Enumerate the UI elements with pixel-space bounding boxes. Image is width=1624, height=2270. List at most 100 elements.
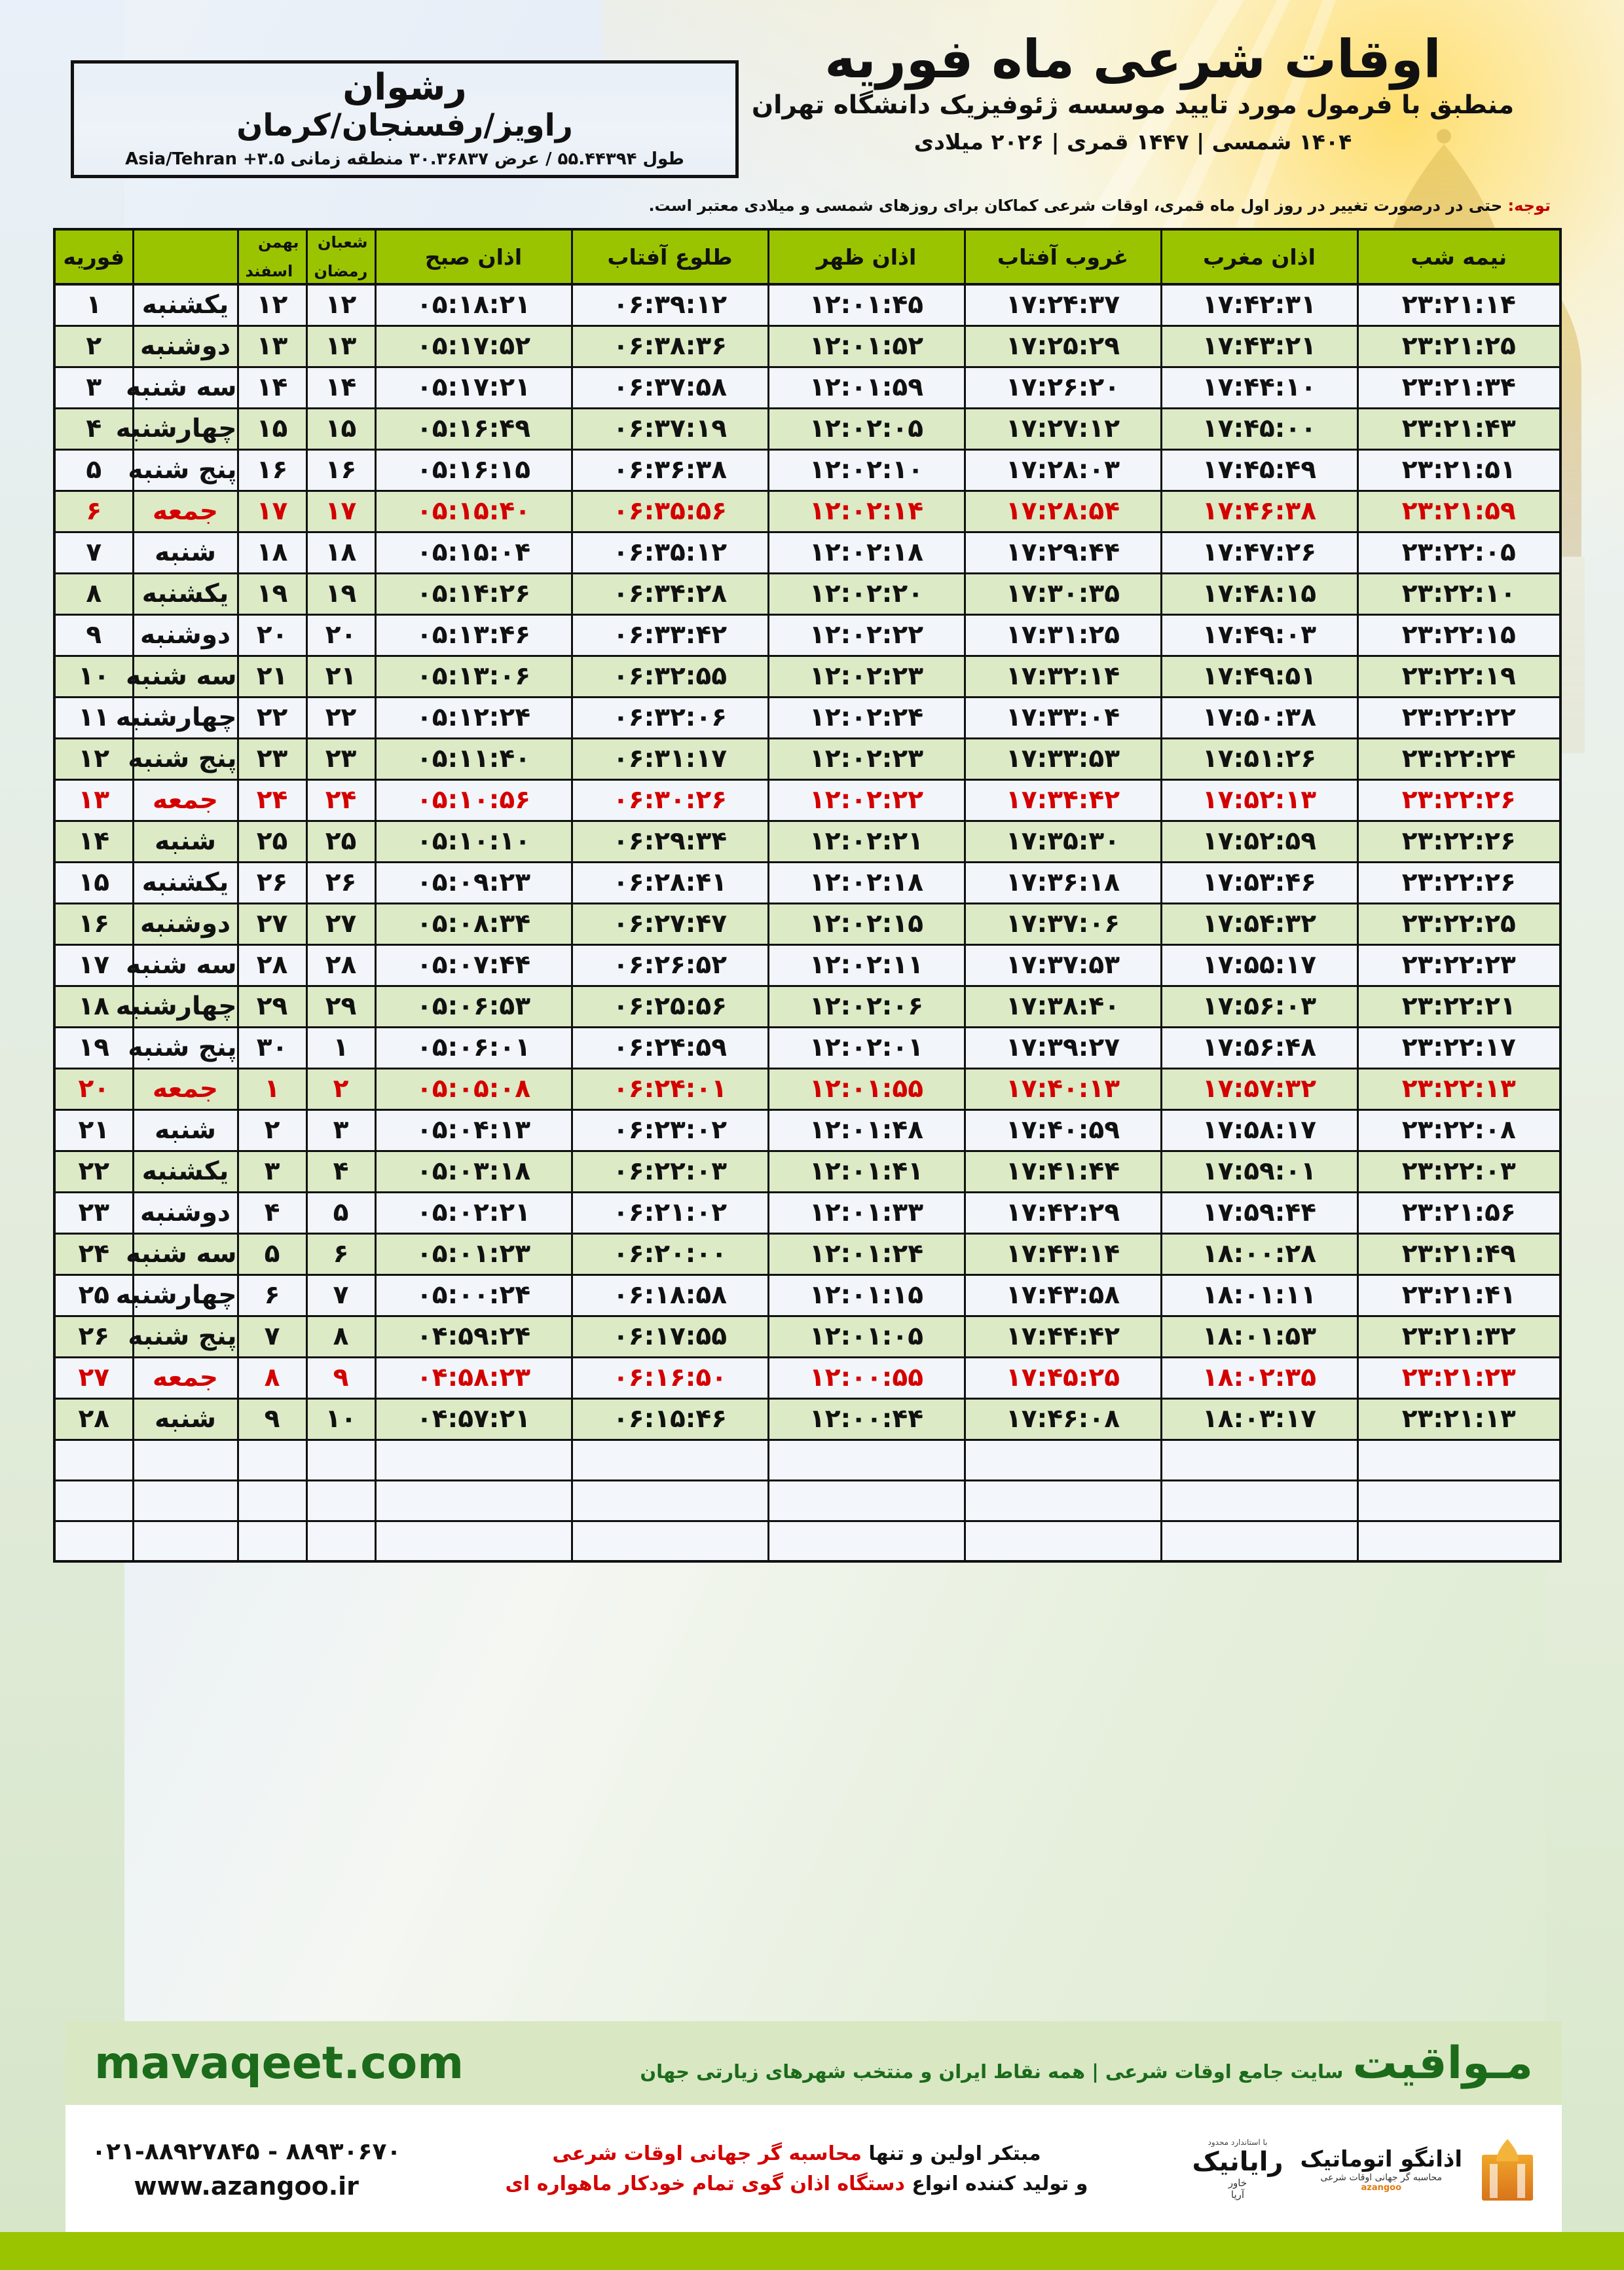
footer-website-link[interactable]: www.azangoo.ir [134,2171,359,2201]
table-row: ۲۳:۲۲:۲۶ ۱۷:۵۲:۱۳ ۱۷:۳۴:۴۲ ۱۲:۰۲:۲۲ ۰۶:۳۰:۲۶… [54,779,1560,822]
cell-dhuhr: ۱۲:۰۲:۱۸ [767,532,965,574]
cell-hijri: ۷ [305,1275,375,1317]
cell-sunrise: ۰۶:۳۳:۴۲ [570,614,768,657]
promo-website-link[interactable]: mavaqeet.com [94,2037,464,2089]
cell-sunset: ۱۷:۴۰:۱۳ [963,1068,1161,1111]
cell-midnight: ۲۳:۲۲:۰۵ [1356,532,1560,574]
cell-hijri: ۲۳ [305,738,375,781]
cell-g: ۴ [54,408,133,451]
page-subtitle: منطبق با فرمول مورد تایید موسسه ژئوفیزیک… [751,90,1515,121]
footer-tagline-line1-a: مبتکر اولین و تنها [861,2142,1041,2165]
cell-dhuhr: ۱۲:۰۲:۲۴ [767,697,965,739]
table-row: ۲۳:۲۲:۲۵ ۱۷:۵۴:۳۲ ۱۷:۳۷:۰۶ ۱۲:۰۲:۱۵ ۰۶:۲۷:۴۷… [54,903,1560,946]
cell-sunset: ۱۷:۴۳:۱۴ [963,1233,1161,1276]
col-header-midnight: نیمه شب [1356,229,1560,286]
cell-maghrib: ۱۸:۰۳:۱۷ [1160,1398,1357,1441]
cell-sunset: ۱۷:۴۲:۲۹ [963,1192,1161,1235]
solar-month-bottom: اسفند [245,262,293,280]
promo-tagline: سایت جامع اوقات شرعی | همه نقاط ایران و … [640,2060,1344,2083]
cell-g: ۲۲ [54,1151,133,1193]
cell-maghrib: ۱۸:۰۱:۵۳ [1160,1316,1357,1358]
cell-fajr: ۰۵:۱۸:۲۱ [374,284,572,327]
cell-fajr: ۰۵:۱۶:۱۵ [374,449,572,492]
cell-midnight: ۲۳:۲۱:۱۴ [1356,284,1560,327]
cell-maghrib: ۱۷:۴۳:۲۱ [1160,326,1357,368]
cell-solar: ۲۸ [236,944,306,987]
cell-fajr: ۰۵:۰۶:۵۳ [374,986,572,1028]
cell-midnight: ۲۳:۲۱:۲۳ [1356,1357,1560,1400]
footer-tagline-line2-b: دستگاه اذان گوی تمام خودکار ماهواره ای [505,2172,905,2195]
cell-hijri: ۲۷ [305,903,375,946]
cell-sunset: ۱۷:۲۷:۱۲ [963,408,1161,451]
cell-sunrise: ۰۶:۳۲:۰۶ [570,697,768,739]
cell-empty [570,1480,768,1522]
cell-dhuhr: ۱۲:۰۱:۴۱ [767,1151,965,1193]
city-name: رشوان [342,66,467,109]
cell-g: ۲۶ [54,1316,133,1358]
cell-fajr: ۰۵:۱۳:۰۶ [374,656,572,698]
footer-tagline-line1-b: محاسبه گر جهانی اوقات شرعی [552,2142,862,2165]
cell-hijri: ۵ [305,1192,375,1235]
cell-wd: شنبه [132,532,238,574]
cell-solar: ۳۰ [236,1027,306,1070]
cell-sunset: ۱۷:۴۵:۲۵ [963,1357,1161,1400]
cell-maghrib: ۱۷:۴۸:۱۵ [1160,573,1357,616]
cell-empty [236,1521,306,1563]
rayanic-logo-sub: خاور [1228,2177,1247,2189]
cell-empty [132,1521,238,1563]
cell-dhuhr: ۱۲:۰۲:۲۲ [767,614,965,657]
cell-dhuhr: ۱۲:۰۲:۲۳ [767,738,965,781]
cell-wd: یکشنبه [132,1151,238,1193]
cell-wd: چهارشنبه [116,1275,238,1317]
cell-solar: ۱۲ [236,284,306,327]
cell-sunset: ۱۷:۴۴:۴۲ [963,1316,1161,1358]
cell-wd: چهارشنبه [116,408,238,451]
col-header-sunset: غروب آفتاب [963,229,1161,286]
cell-midnight: ۲۳:۲۱:۳۲ [1356,1316,1560,1358]
cell-maghrib: ۱۷:۴۷:۲۶ [1160,532,1357,574]
cell-solar: ۸ [236,1357,306,1400]
cell-wd: شنبه [132,1398,238,1441]
cell-sunrise: ۰۶:۱۸:۵۸ [570,1275,768,1317]
cell-g: ۱۵ [54,862,133,904]
cell-wd: یکشنبه [132,862,238,904]
cell-empty [374,1440,572,1481]
table-row-empty [54,1440,1560,1481]
cell-dhuhr: ۱۲:۰۲:۲۳ [767,656,965,698]
table-row: ۲۳:۲۱:۲۵ ۱۷:۴۳:۲۱ ۱۷:۲۵:۲۹ ۱۲:۰۱:۵۲ ۰۶:۳۸:۳۶… [54,326,1560,368]
cell-solar: ۱۷ [236,491,306,533]
cell-maghrib: ۱۷:۴۲:۳۱ [1160,284,1357,327]
cell-wd: پنج شنبه [128,738,238,781]
cell-sunset: ۱۷:۲۶:۲۰ [963,367,1161,409]
cell-empty [132,1480,238,1522]
cell-dhuhr: ۱۲:۰۰:۵۵ [767,1357,965,1400]
cell-sunset: ۱۷:۳۳:۰۴ [963,697,1161,739]
cell-dhuhr: ۱۲:۰۲:۲۰ [767,573,965,616]
cell-empty [1356,1521,1560,1563]
cell-dhuhr: ۱۲:۰۱:۵۹ [767,367,965,409]
cell-empty [54,1521,133,1563]
cell-sunset: ۱۷:۳۹:۲۷ [963,1027,1161,1070]
table-row: ۲۳:۲۲:۲۴ ۱۷:۵۱:۲۶ ۱۷:۳۳:۵۳ ۱۲:۰۲:۲۳ ۰۶:۳۱:۱۷… [54,738,1560,781]
cell-hijri: ۱۵ [305,408,375,451]
azangoo-logo-mark: azangoo [1361,2182,1402,2193]
cell-empty [1356,1440,1560,1481]
cell-fajr: ۰۵:۰۷:۴۴ [374,944,572,987]
footer-phone: ۰۲۱-۸۸۹۲۷۸۴۵ - ۸۸۹۳۰۶۷۰ [92,2138,401,2165]
table-row: ۲۳:۲۲:۱۷ ۱۷:۵۶:۴۸ ۱۷:۳۹:۲۷ ۱۲:۰۲:۰۱ ۰۶:۲۴:۵۹… [54,1027,1560,1070]
cell-sunrise: ۰۶:۳۵:۱۲ [570,532,768,574]
cell-wd: جمعه [132,1357,238,1400]
table-row-empty [54,1480,1560,1522]
cell-dhuhr: ۱۲:۰۱:۵۵ [767,1068,965,1111]
cell-midnight: ۲۳:۲۲:۲۶ [1356,779,1560,822]
table-row: ۲۳:۲۲:۰۵ ۱۷:۴۷:۲۶ ۱۷:۲۹:۴۴ ۱۲:۰۲:۱۸ ۰۶:۳۵:۱۲… [54,532,1560,574]
cell-g: ۵ [54,449,133,492]
footer-contact: ۰۲۱-۸۸۹۲۷۸۴۵ - ۸۸۹۳۰۶۷۰ www.azangoo.ir [92,2138,401,2201]
table-row: ۲۳:۲۲:۰۳ ۱۷:۵۹:۰۱ ۱۷:۴۱:۴۴ ۱۲:۰۱:۴۱ ۰۶:۲۲:۰۳… [54,1151,1560,1193]
promo-brand-group: مـواقیت سایت جامع اوقات شرعی | همه نقاط … [640,2037,1533,2089]
cell-fajr: ۰۵:۱۰:۱۰ [374,821,572,863]
cell-midnight: ۲۳:۲۱:۵۹ [1356,491,1560,533]
col-header-weekday [132,229,238,286]
cell-empty [374,1480,572,1522]
cell-solar: ۳ [236,1151,306,1193]
